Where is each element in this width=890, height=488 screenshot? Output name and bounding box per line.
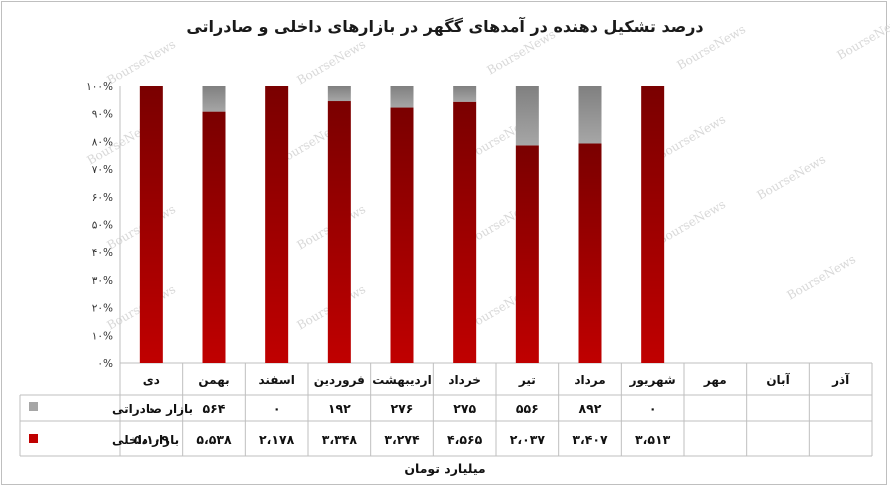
legend-swatch-domestic: [29, 434, 38, 443]
x-tick-label: خرداد: [448, 373, 481, 387]
x-tick-label: فروردین: [314, 373, 365, 388]
bar-domestic: [453, 101, 477, 363]
y-tick-label: ۸۰%: [92, 136, 113, 148]
unit-label: میلیارد تومان: [404, 461, 486, 476]
y-tick-label: ۳۰%: [92, 275, 113, 287]
table-cell-domestic: ۵،۵۳۸: [196, 432, 232, 447]
table-cell-domestic: ۵،۱۰۹: [134, 432, 170, 447]
x-tick-label: شهریور: [629, 373, 676, 388]
y-tick-label: ۹۰%: [92, 109, 113, 121]
table-cell-export: ۵۵۶: [516, 401, 539, 416]
watermark-text: BourseNews: [675, 22, 749, 73]
x-tick-label: اسفند: [258, 373, 294, 387]
y-tick-label: ۱۰۰%: [86, 81, 113, 93]
table-cell-export: ۱۹۲: [328, 401, 351, 416]
bar-domestic: [202, 111, 226, 363]
table-cell-domestic: ۲،۰۳۷: [510, 432, 546, 447]
table-cell-domestic: ۳،۵۱۳: [635, 432, 671, 447]
watermark-text: BourseNews: [655, 112, 729, 163]
table-cell-domestic: ۳،۳۴۸: [322, 432, 358, 447]
bar-domestic: [327, 101, 351, 363]
bar-domestic: [139, 86, 163, 363]
y-tick-label: ۷۰%: [92, 164, 113, 176]
x-tick-label: تیر: [518, 373, 536, 387]
x-tick-label: مرداد: [574, 373, 605, 387]
x-tick-label: مهر: [703, 373, 727, 387]
x-tick-label: آبان: [766, 372, 790, 387]
y-tick-label: ۵۰%: [92, 220, 113, 232]
watermark-text: BourseNews: [105, 37, 179, 88]
bar-export: [202, 86, 226, 112]
bar-domestic: [578, 143, 602, 363]
table-cell-export: ۲۷۵: [453, 401, 476, 416]
y-tick-label: ۰%: [97, 358, 113, 370]
bar-export: [327, 86, 351, 102]
x-tick-label: آذر: [831, 372, 850, 387]
bar-domestic: [515, 145, 539, 363]
chart-title: درصد تشکیل دهنده در آمدهای گگهر در بازار…: [186, 17, 704, 36]
y-tick-label: ۱۰%: [92, 330, 113, 342]
watermark-text: BourseNews: [835, 12, 890, 63]
table-cell-domestic: ۲،۱۷۸: [259, 432, 295, 447]
y-tick-label: ۴۰%: [92, 247, 113, 259]
legend-swatch-export: [29, 402, 38, 411]
bar-export: [515, 86, 539, 146]
watermark-text: BourseNews: [655, 197, 729, 248]
table-cell-domestic: ۴،۵۶۵: [447, 432, 483, 447]
y-tick-label: ۶۰%: [92, 192, 113, 204]
table-cell-export: ۰: [649, 401, 657, 416]
table-cell-domestic: ۳،۲۷۴: [384, 432, 420, 447]
bar-domestic: [265, 86, 289, 363]
watermark-text: BourseNews: [485, 27, 559, 78]
bar-export: [390, 86, 414, 108]
x-tick-label: بهمن: [198, 373, 229, 387]
y-tick-label: ۲۰%: [92, 303, 113, 315]
table-cell-export: ۸۹۲: [579, 401, 602, 416]
bar-domestic: [390, 107, 414, 364]
table-cell-export: ۰: [148, 401, 156, 416]
bar-export: [453, 86, 477, 102]
table-cell-domestic: ۳،۴۰۷: [572, 432, 608, 447]
bar-export: [578, 86, 602, 144]
legend-label-domestic: بازار داخلی: [112, 433, 179, 447]
table-cell-export: ۰: [273, 401, 281, 416]
bar-domestic: [641, 86, 665, 363]
watermark-text: BourseNews: [755, 152, 829, 203]
table-cell-export: ۲۷۶: [391, 401, 414, 416]
legend-label-export: بازار صادراتی: [112, 402, 193, 416]
table-cell-export: ۵۶۴: [203, 401, 226, 416]
x-tick-label: دی: [143, 373, 160, 387]
watermark-text: BourseNews: [785, 252, 859, 303]
x-tick-label: اردیبهشت: [372, 373, 431, 387]
watermark-text: BourseNews: [295, 37, 369, 88]
